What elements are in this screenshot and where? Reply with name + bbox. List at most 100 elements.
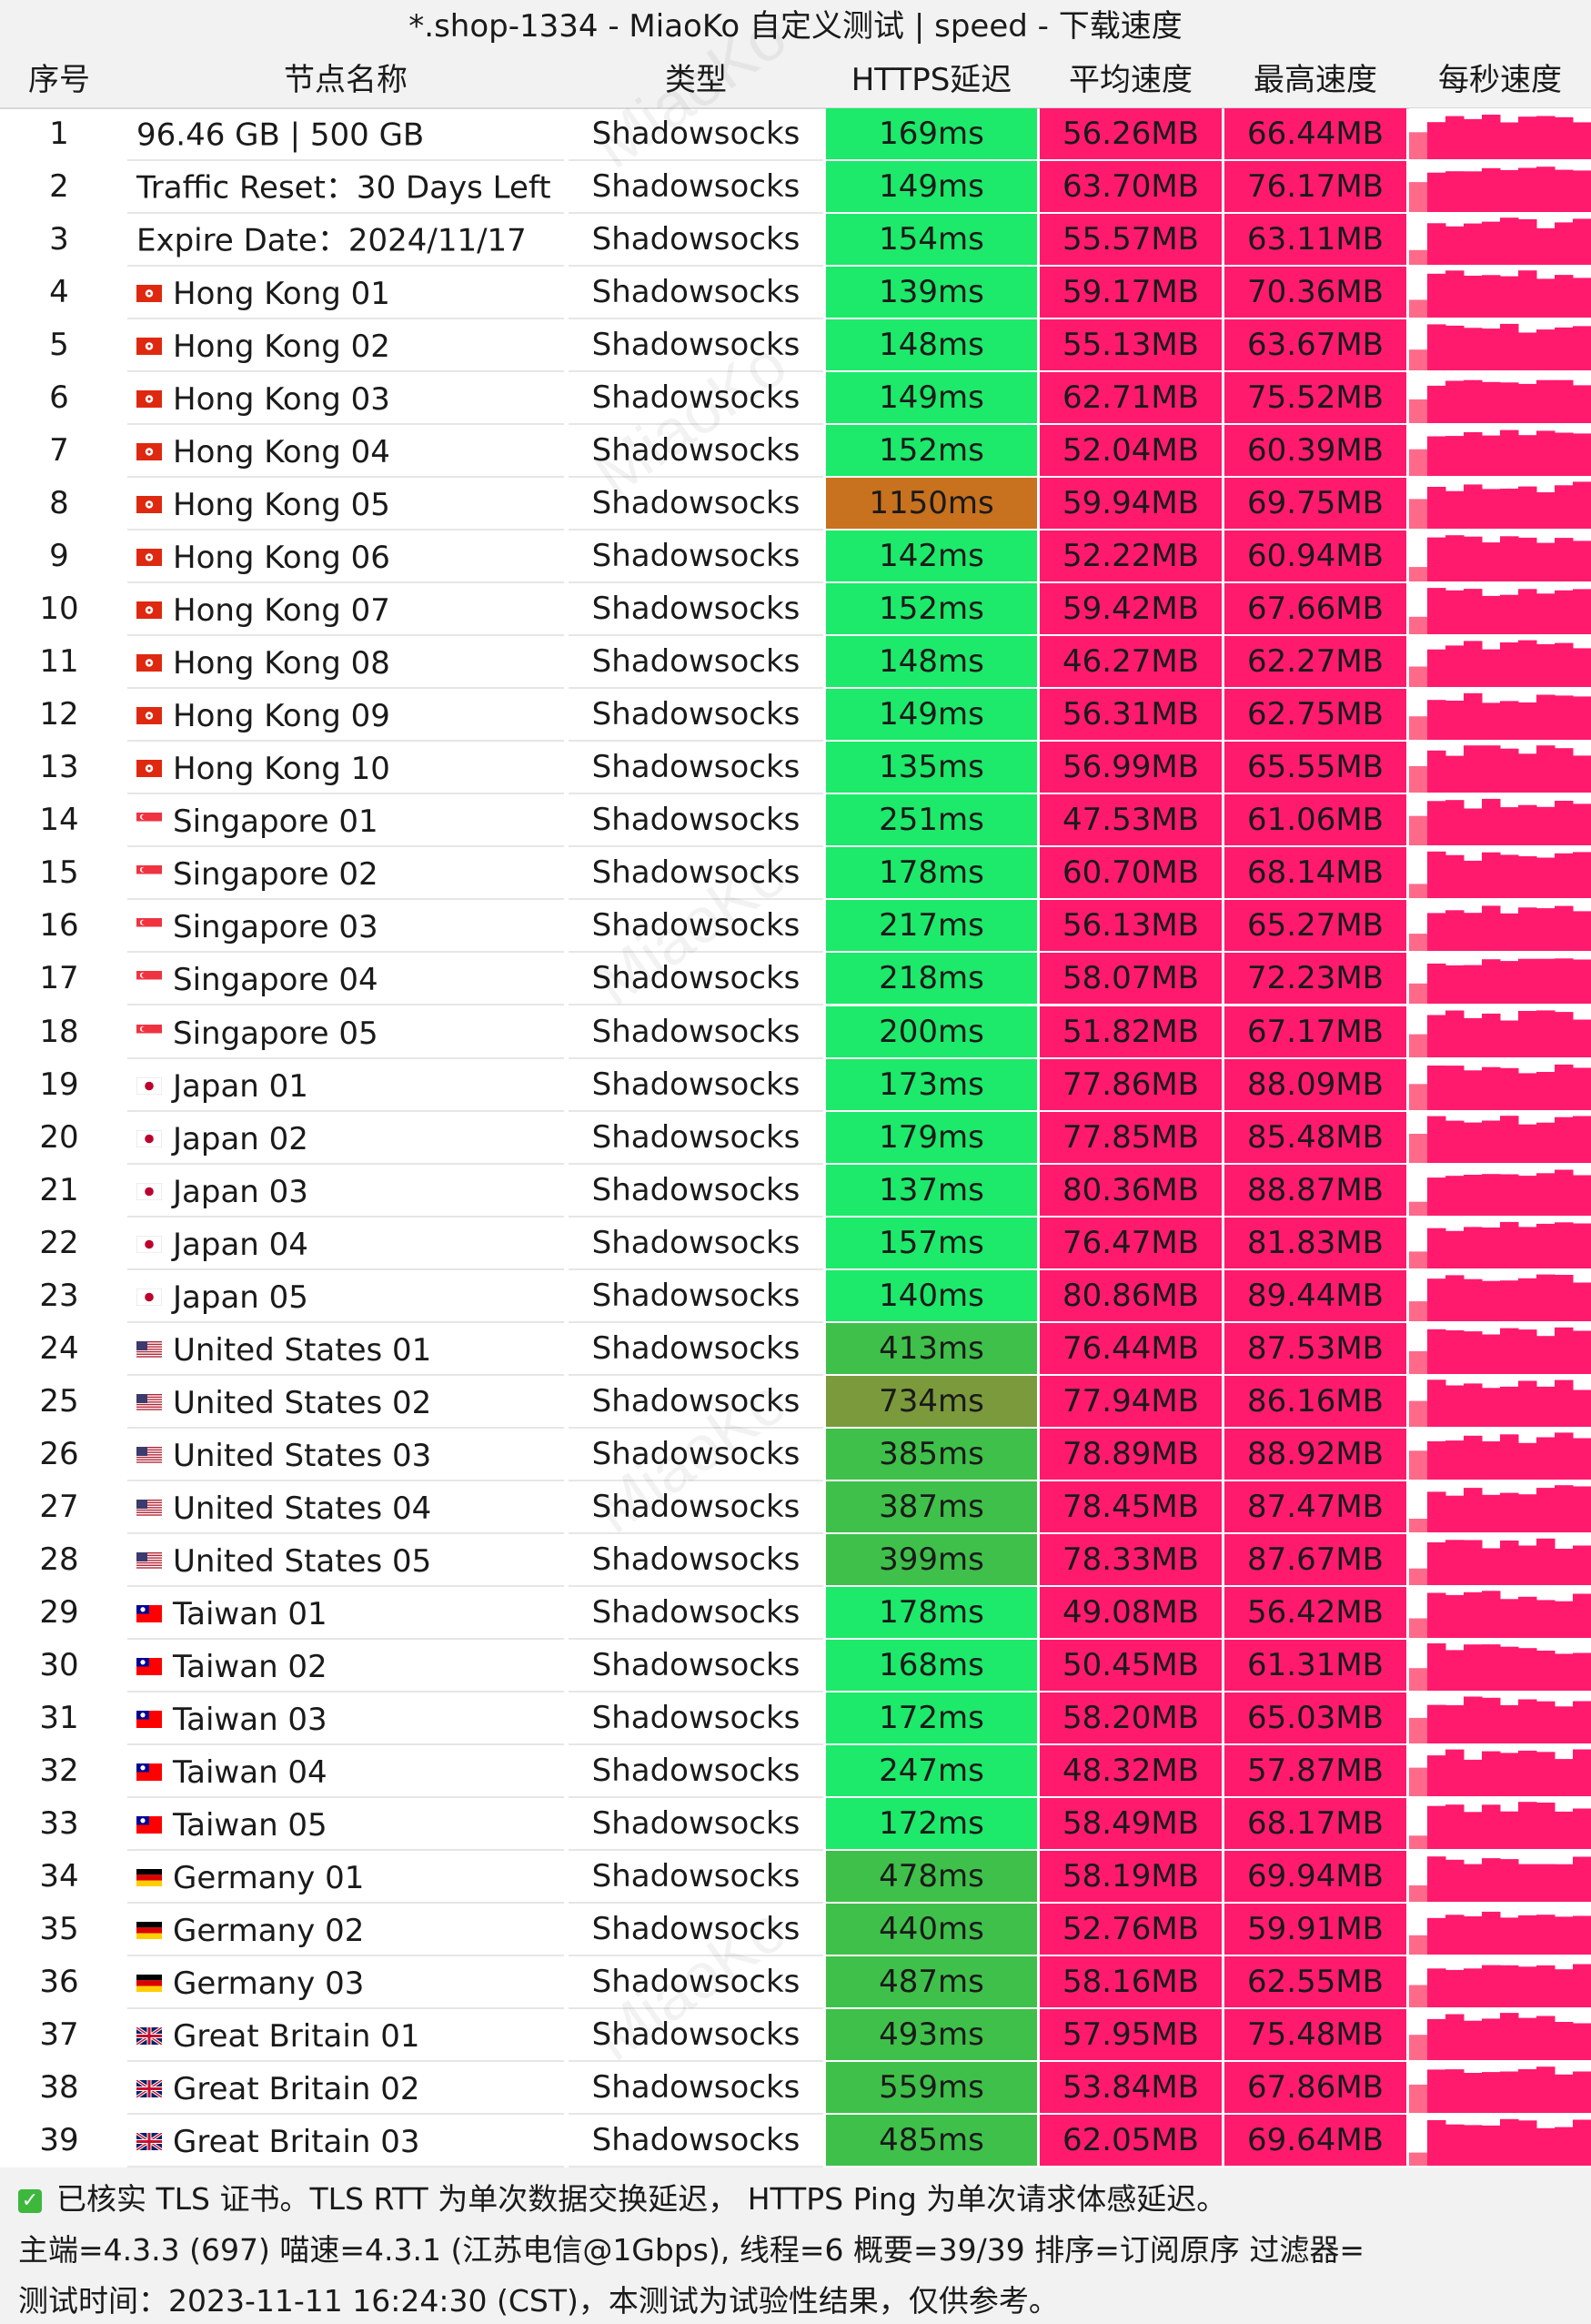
avg-speed: 58.07MB	[1040, 953, 1222, 1005]
per-second-speed-chart	[1409, 319, 1591, 371]
node-name-text: Japan 05	[173, 1278, 308, 1316]
node-name: Singapore 01	[127, 794, 564, 848]
node-name: Hong Kong 04	[127, 425, 564, 479]
table-row: 12 Hong Kong 09 Shadowsocks 149ms 56.31M…	[0, 689, 1591, 743]
header-per-second-speed: 每秒速度	[1438, 62, 1562, 98]
node-name: Hong Kong 01	[127, 267, 564, 320]
https-latency: 140ms	[826, 1269, 1037, 1321]
per-second-speed-chart	[1409, 425, 1591, 477]
node-type: Shadowsocks	[569, 1692, 823, 1745]
per-second-speed-chart	[1409, 161, 1591, 213]
per-second-speed-chart	[1409, 953, 1591, 1005]
node-type: Shadowsocks	[569, 372, 823, 426]
avg-speed: 57.95MB	[1040, 2009, 1222, 2061]
node-name-text: Hong Kong 03	[173, 381, 390, 419]
per-second-speed-chart	[1409, 1904, 1591, 1955]
node-type: Shadowsocks	[569, 1376, 823, 1429]
max-speed: 89.44MB	[1224, 1269, 1406, 1321]
flag-us-icon	[136, 1429, 162, 1480]
table-row: 17 Singapore 04 Shadowsocks 218ms 58.07M…	[0, 953, 1591, 1006]
https-latency: 387ms	[826, 1480, 1037, 1532]
table-row: 15 Singapore 02 Shadowsocks 178ms 60.70M…	[0, 847, 1591, 901]
node-name-text: Great Britain 02	[173, 2071, 420, 2108]
node-type: Shadowsocks	[569, 1587, 823, 1640]
per-second-speed-chart	[1409, 2115, 1591, 2167]
https-latency: 413ms	[826, 1322, 1037, 1374]
avg-speed: 55.13MB	[1040, 319, 1222, 371]
node-type: Shadowsocks	[569, 1956, 823, 2010]
flag-tw-icon	[136, 1745, 162, 1796]
header-max-speed: 最高速度	[1254, 62, 1377, 98]
row-index: 35	[39, 1911, 79, 1948]
avg-speed: 77.94MB	[1040, 1375, 1222, 1427]
table-row: 14 Singapore 01 Shadowsocks 251ms 47.53M…	[0, 794, 1591, 848]
node-type: Shadowsocks	[569, 900, 823, 954]
node-name-text: Taiwan 04	[173, 1753, 327, 1791]
node-name: Hong Kong 03	[127, 372, 564, 426]
avg-speed: 56.26MB	[1040, 108, 1222, 159]
max-speed: 61.06MB	[1224, 794, 1406, 846]
max-speed: 59.91MB	[1224, 1904, 1406, 1955]
node-name-text: Germany 01	[173, 1859, 365, 1896]
max-speed: 56.42MB	[1224, 1586, 1406, 1638]
node-type: Shadowsocks	[569, 1429, 823, 1481]
node-name: Singapore 03	[127, 900, 564, 954]
max-speed: 72.23MB	[1224, 953, 1406, 1005]
row-index: 3	[49, 221, 69, 258]
avg-speed: 47.53MB	[1040, 794, 1222, 846]
node-name: Germany 03	[127, 1956, 564, 2010]
node-name-text: United States 02	[173, 1384, 432, 1421]
node-name: 96.46 GB | 500 GB	[127, 108, 564, 161]
per-second-speed-chart	[1409, 372, 1591, 424]
node-type: Shadowsocks	[569, 267, 823, 320]
node-type: Shadowsocks	[569, 1798, 823, 1851]
node-type: Shadowsocks	[569, 319, 823, 373]
avg-speed: 59.17MB	[1040, 267, 1222, 318]
node-name: Hong Kong 08	[127, 636, 564, 690]
max-speed: 65.03MB	[1224, 1692, 1406, 1743]
max-speed: 87.53MB	[1224, 1322, 1406, 1374]
flag-hk-icon	[136, 267, 162, 318]
node-name: United States 03	[127, 1429, 564, 1481]
flag-sg-icon	[136, 953, 162, 1004]
https-latency: 440ms	[826, 1904, 1037, 1955]
table-row: 9 Hong Kong 06 Shadowsocks 142ms 52.22MB…	[0, 530, 1591, 584]
node-name: Taiwan 03	[127, 1692, 564, 1745]
node-name-text: Japan 04	[173, 1226, 308, 1263]
node-name: Hong Kong 07	[127, 583, 564, 637]
https-latency: 218ms	[826, 953, 1037, 1005]
avg-speed: 56.99MB	[1040, 742, 1222, 793]
node-type: Shadowsocks	[569, 2062, 823, 2116]
row-index: 4	[49, 274, 69, 311]
https-latency: 149ms	[826, 689, 1037, 741]
row-index: 19	[39, 1066, 79, 1103]
https-latency: 139ms	[826, 267, 1037, 318]
footer-line-tls: ✓ 已核实 TLS 证书。TLS RTT 为单次数据交换延迟， HTTPS Pin…	[18, 2175, 1226, 2218]
node-name: United States 05	[127, 1534, 564, 1587]
node-name: United States 02	[127, 1376, 564, 1429]
header-https-latency: HTTPS延迟	[851, 62, 1012, 98]
node-type: Shadowsocks	[569, 1165, 823, 1218]
avg-speed: 51.82MB	[1040, 1005, 1222, 1057]
https-latency: 399ms	[826, 1533, 1037, 1585]
row-index: 23	[39, 1277, 79, 1314]
avg-speed: 80.86MB	[1040, 1269, 1222, 1321]
avg-speed: 63.70MB	[1040, 161, 1222, 213]
node-name: Taiwan 05	[127, 1798, 564, 1851]
max-speed: 62.27MB	[1224, 636, 1406, 688]
max-speed: 67.66MB	[1224, 583, 1406, 635]
flag-us-icon	[136, 1376, 162, 1427]
avg-speed: 55.57MB	[1040, 214, 1222, 266]
avg-speed: 52.04MB	[1040, 425, 1222, 477]
node-type: Shadowsocks	[569, 1745, 823, 1798]
table-row: 39 Great Britain 03 Shadowsocks 485ms 62…	[0, 2115, 1591, 2168]
https-latency: 172ms	[826, 1692, 1037, 1743]
https-latency: 173ms	[826, 1058, 1037, 1110]
table-row: 7 Hong Kong 04 Shadowsocks 152ms 52.04MB…	[0, 425, 1591, 479]
node-name: United States 01	[127, 1323, 564, 1376]
table-row: 6 Hong Kong 03 Shadowsocks 149ms 62.71MB…	[0, 372, 1591, 426]
per-second-speed-chart	[1409, 1217, 1591, 1268]
node-name-text: United States 04	[173, 1490, 432, 1527]
table-row: 36 Germany 03 Shadowsocks 487ms 58.16MB …	[0, 1956, 1591, 2010]
per-second-speed-chart	[1409, 900, 1591, 952]
